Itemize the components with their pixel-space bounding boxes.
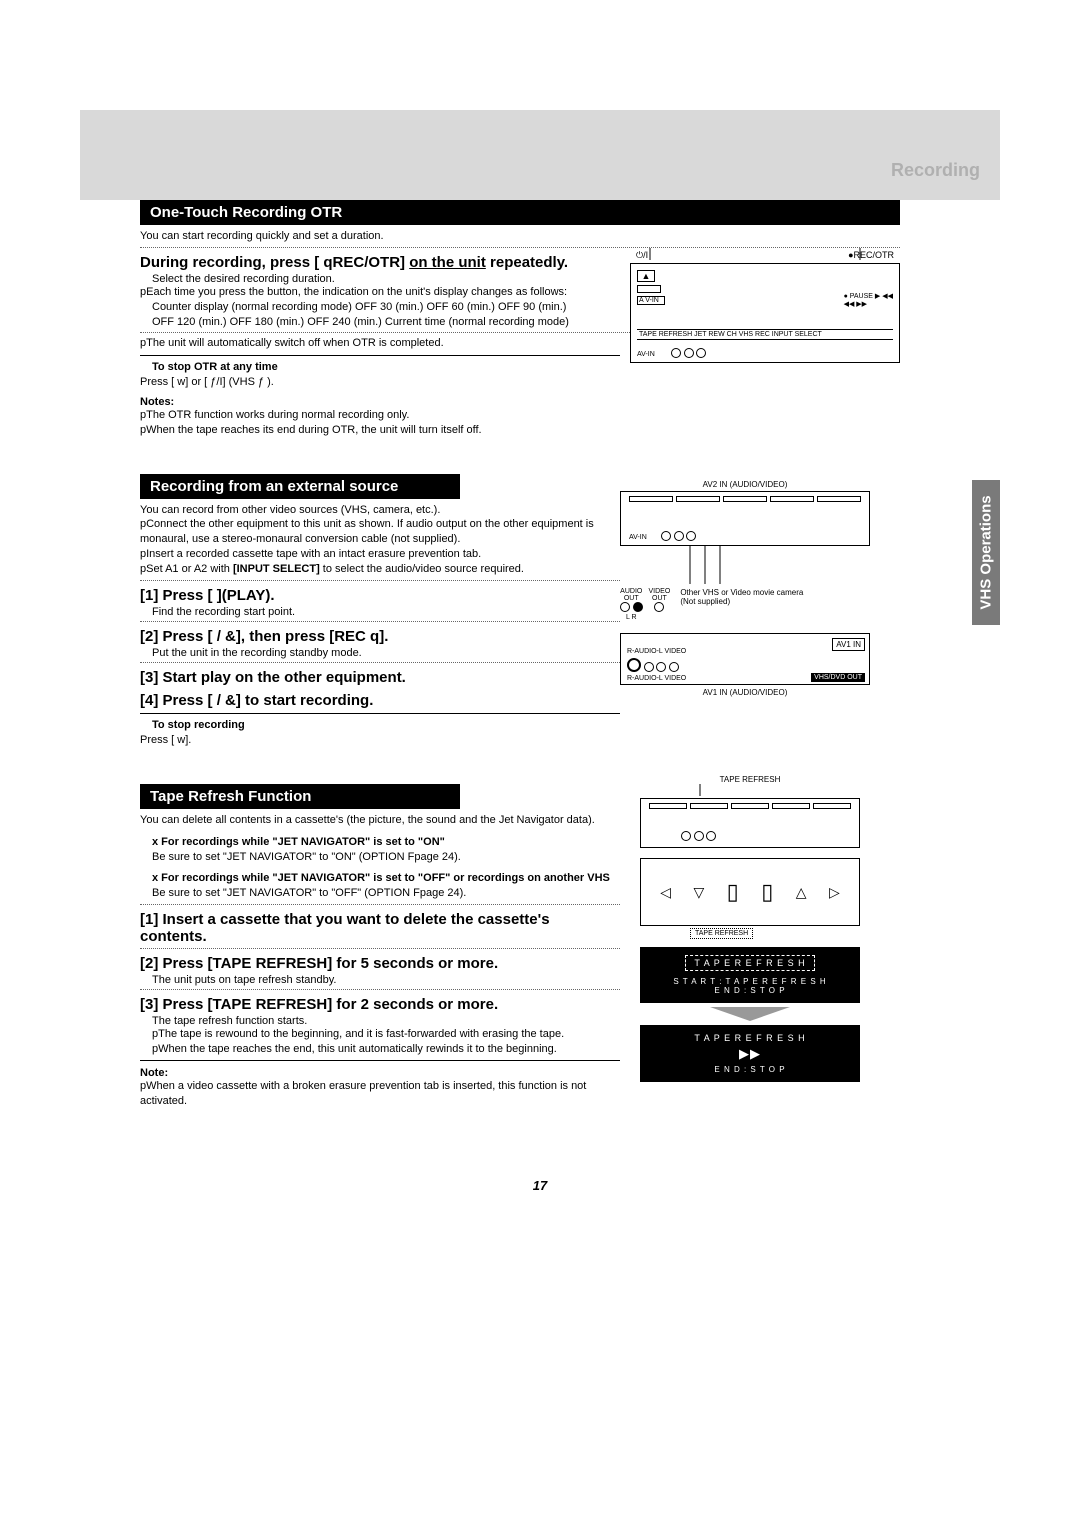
ext-step1: [1] Press [ ](PLAY).	[140, 587, 620, 604]
refresh-diagram: TAPE REFRESH ◁ ▽ ▯ ▯ △ ▷ TAPE REFRESH T …	[640, 775, 860, 1082]
ff-rew-label: ◀◀ ▶▶	[844, 300, 893, 308]
other-equipment-label: Other VHS or Video movie camera (Not sup…	[680, 588, 803, 606]
refresh-step2-sub: The unit puts on tape refresh standby.	[152, 974, 620, 986]
refresh-note-body: pWhen a video cassette with a broken era…	[140, 1079, 620, 1109]
side-tab: VHS Operations	[972, 480, 1000, 625]
rew-icon: ◁	[660, 884, 671, 901]
ff-icon: ▷	[829, 884, 840, 901]
ext-stop-body: Press [ w].	[140, 733, 620, 748]
ext-intro1: You can record from other video sources …	[140, 503, 620, 518]
ext-step4: [4] Press [ / &] to start recording.	[140, 692, 620, 709]
refresh-case2b: Be sure to set "JET NAVIGATOR" to "OFF" …	[152, 886, 620, 901]
refresh-case1a: x For recordings while "JET NAVIGATOR" i…	[152, 835, 620, 850]
ext-intro3: pInsert a recorded cassette tape with an…	[140, 547, 620, 562]
refresh-step2: [2] Press [TAPE REFRESH] for 5 seconds o…	[140, 955, 620, 972]
header-band	[80, 110, 1000, 200]
avin-label: A V-IN	[637, 296, 665, 305]
avin-bottom: AV-IN	[637, 351, 655, 358]
ext-step2-sub: Put the unit in the recording standby mo…	[152, 647, 620, 659]
ext-intro4: pSet A1 or A2 with [INPUT SELECT] to sel…	[140, 562, 620, 577]
raudio-label: R-AUDIO-L VIDEO	[627, 648, 686, 655]
otr-notes-label: Notes:	[140, 396, 900, 408]
ext-intro2: pConnect the other equipment to this uni…	[140, 517, 620, 547]
down-icon: ▽	[693, 884, 704, 901]
play-bar-icon: ▯	[761, 879, 773, 905]
otr-note1: pThe OTR function works during normal re…	[140, 408, 900, 423]
ext-diagram: AV2 IN (AUDIO/VIDEO) AV-IN AUDIO OUT L R…	[620, 480, 870, 697]
up-icon: △	[796, 884, 807, 901]
otr-stop-body: Press [ w] or [ ƒ/I] (VHS ƒ ).	[140, 375, 900, 390]
ext-step2: [2] Press [ / &], then press [REC q].	[140, 628, 620, 645]
refresh-intro: You can delete all contents in a cassett…	[140, 813, 620, 828]
refresh-step3: [3] Press [TAPE REFRESH] for 2 seconds o…	[140, 996, 620, 1013]
vhsdvd-label: VHS/DVD OUT	[811, 673, 865, 682]
av1in-bottom-label: AV1 IN (AUDIO/VIDEO)	[620, 688, 870, 697]
refresh-case2a: x For recordings while "JET NAVIGATOR" i…	[152, 871, 620, 886]
ext-title: Recording from an external source	[140, 474, 460, 499]
lr-label: L R	[620, 614, 643, 621]
page-number: 17	[0, 1178, 1080, 1193]
ext-step3: [3] Start play on the other equipment.	[140, 669, 620, 686]
tape-refresh-label: TAPE REFRESH	[640, 775, 860, 784]
otr-title: One-Touch Recording OTR	[140, 200, 900, 225]
tape-refresh-btn-label: TAPE REFRESH	[690, 928, 753, 939]
refresh-step3-suba: The tape refresh function starts.	[152, 1015, 620, 1027]
refresh-case1b: Be sure to set "JET NAVIGATOR" to "ON" (…	[152, 850, 620, 865]
refresh-title: Tape Refresh Function	[140, 784, 460, 809]
screen-2: T A P E R E F R E S H ▶▶ E N D : S T O P	[640, 1025, 860, 1082]
pause-rew-label: ● PAUSE ▶ ◀◀	[844, 292, 893, 300]
ext-step1-sub: Find the recording start point.	[152, 606, 620, 618]
otr-diagram: ⏻/I ●REC/OTR ▲ A V-IN TAPE REFRESH JET R…	[630, 250, 900, 363]
video-out-label: VIDEO OUT	[649, 588, 671, 602]
screen-1: T A P E R E F R E S H S T A R T : T A P …	[640, 947, 860, 1003]
audio-out-label: AUDIO OUT	[620, 588, 643, 602]
otr-note2: pWhen the tape reaches its end during OT…	[140, 423, 900, 438]
refresh-note-label: Note:	[140, 1067, 620, 1079]
arrow-down-icon	[710, 1007, 790, 1021]
av2in-label: AV2 IN (AUDIO/VIDEO)	[620, 480, 870, 489]
refresh-step1: [1] Insert a cassette that you want to d…	[140, 911, 620, 945]
ext-stop-title: To stop recording	[152, 718, 620, 733]
refresh-step3-subc: pWhen the tape reaches the end, this uni…	[152, 1042, 620, 1057]
av1in-callout: AV1 IN	[832, 638, 865, 651]
stop-bar-icon: ▯	[727, 879, 739, 905]
breadcrumb: Recording	[891, 160, 980, 181]
strip-labels: TAPE REFRESH JET REW CH VHS REC INPUT SE…	[639, 331, 822, 338]
otr-intro: You can start recording quickly and set …	[140, 229, 900, 244]
eject-icon: ▲	[637, 270, 655, 282]
refresh-step3-subb: pThe tape is rewound to the beginning, a…	[152, 1027, 620, 1042]
